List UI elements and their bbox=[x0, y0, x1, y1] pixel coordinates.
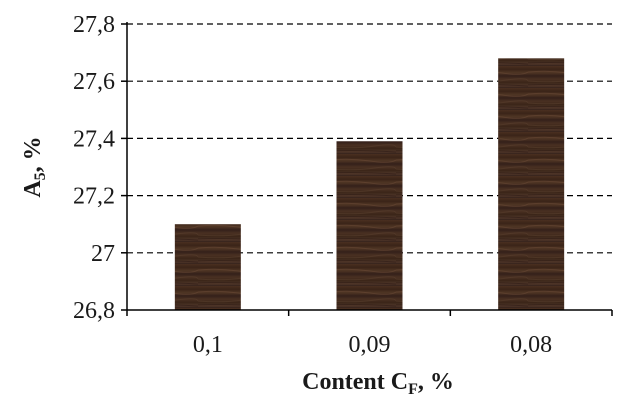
bar bbox=[498, 58, 565, 310]
y-tick-label: 27,6 bbox=[73, 69, 115, 95]
x-tick-label: 0,09 bbox=[349, 332, 391, 358]
x-tick-label: 0,08 bbox=[510, 332, 552, 358]
y-tick-label: 27,2 bbox=[73, 184, 115, 210]
y-tick-label: 27 bbox=[91, 241, 115, 267]
x-axis-title: Content CF, % bbox=[302, 369, 454, 394]
y-tick-label: 27,8 bbox=[73, 12, 115, 38]
y-tick-label: 26,8 bbox=[73, 298, 115, 324]
y-tick-labels: 26,8 27 27,2 27,4 27,6 27,8 bbox=[73, 12, 115, 324]
x-tick-labels: 0,1 0,09 0,08 bbox=[193, 332, 552, 358]
axes bbox=[121, 22, 613, 316]
bar bbox=[336, 141, 403, 310]
y-tick-label: 27,4 bbox=[73, 126, 115, 152]
bar bbox=[174, 224, 241, 310]
bars bbox=[174, 58, 565, 310]
y-axis-title: A5, % bbox=[20, 136, 49, 197]
x-tick-label: 0,1 bbox=[193, 332, 223, 358]
